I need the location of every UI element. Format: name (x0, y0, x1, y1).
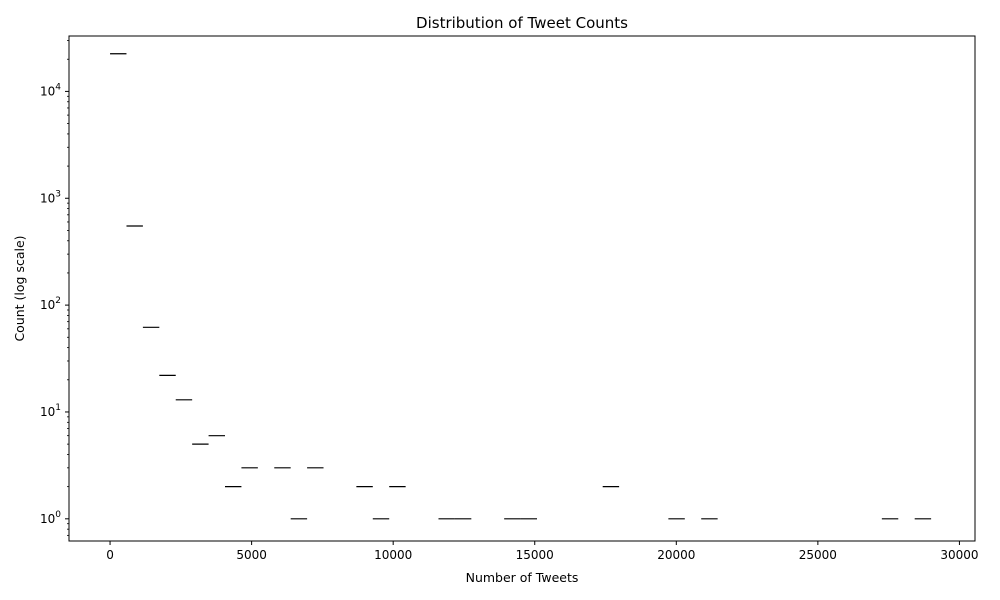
y-tick-label: 103 (40, 189, 61, 205)
x-axis-title: Number of Tweets (466, 570, 579, 585)
y-tick-label: 101 (40, 403, 61, 419)
histogram-bars (110, 53, 932, 520)
y-axis-ticks: 100 101 102 103 104 (40, 40, 69, 536)
y-axis-title: Count (log scale) (12, 235, 27, 341)
chart-title: Distribution of Tweet Counts (416, 14, 628, 32)
plot-area-frame (68, 35, 976, 542)
x-tick-label: 25000 (799, 548, 837, 562)
x-tick-label: 5000 (236, 548, 267, 562)
y-tick-label: 104 (40, 82, 61, 98)
x-tick-label: 0 (106, 548, 114, 562)
x-axis-ticks: 0 5000 10000 15000 20000 25000 30000 (106, 541, 979, 562)
x-tick-label: 15000 (516, 548, 554, 562)
x-tick-label: 10000 (374, 548, 412, 562)
y-tick-label: 100 (40, 510, 61, 526)
x-tick-label: 30000 (940, 548, 978, 562)
y-tick-label: 102 (40, 296, 61, 312)
x-tick-label: 20000 (657, 548, 695, 562)
